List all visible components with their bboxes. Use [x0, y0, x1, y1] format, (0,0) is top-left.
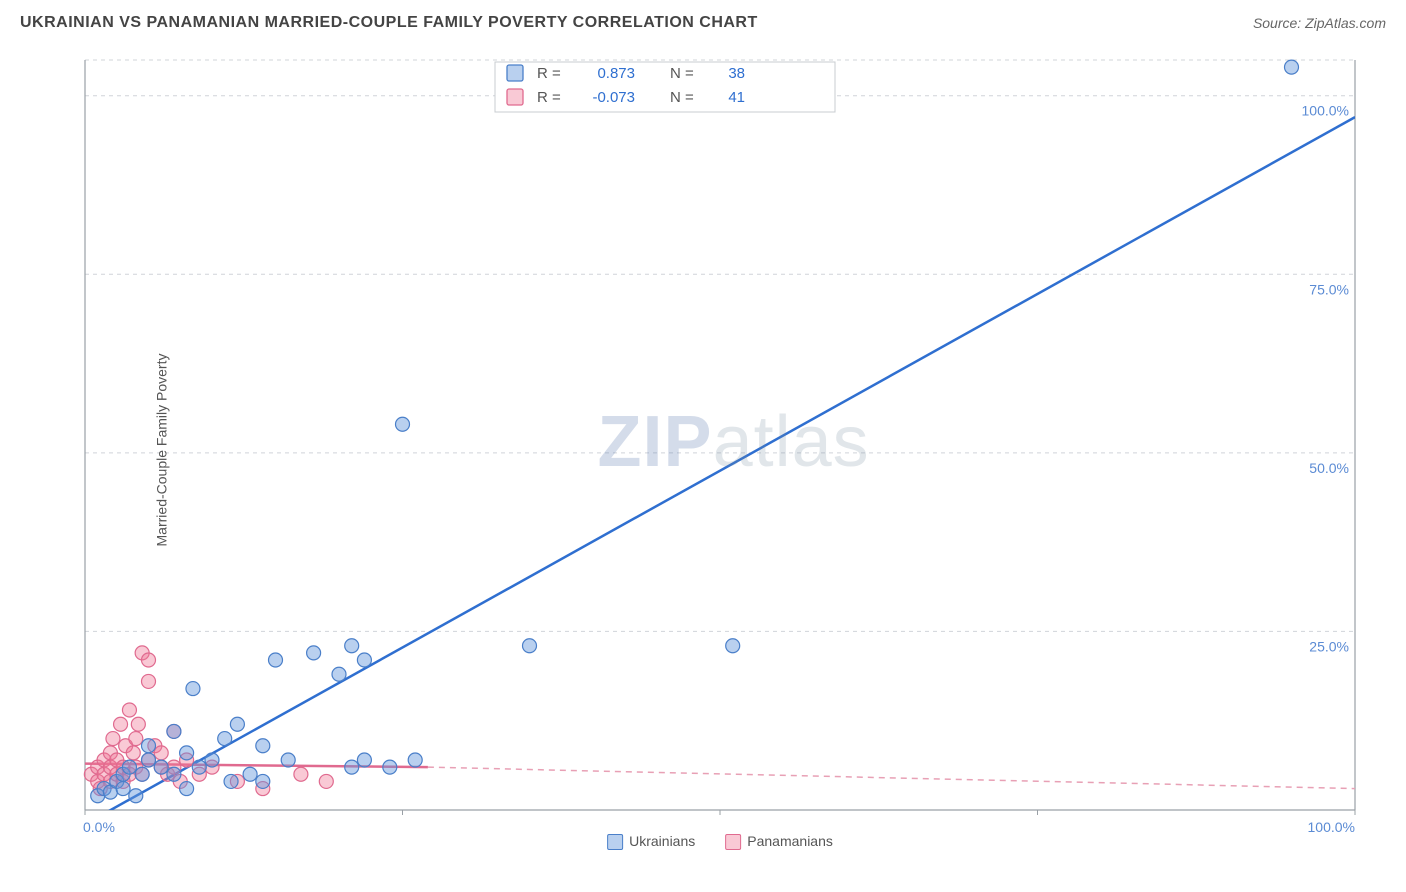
legend-swatch: [607, 834, 623, 850]
scatter-chart: 25.0% 50.0% 75.0% 100.0% 0.0% 100.0% R = 0.873 N…: [55, 50, 1385, 850]
svg-text:100.0%: 100.0%: [1308, 819, 1355, 835]
legend-swatch: [725, 834, 741, 850]
svg-text:-0.073: -0.073: [592, 89, 635, 106]
chart-title: UKRAINIAN VS PANAMANIAN MARRIED-COUPLE F…: [20, 14, 758, 32]
svg-text:R =: R =: [537, 89, 561, 106]
legend-label: Panamanians: [747, 833, 833, 849]
svg-text:100.0%: 100.0%: [1302, 103, 1349, 119]
source-name: ZipAtlas.com: [1305, 15, 1386, 31]
svg-text:0.873: 0.873: [597, 65, 635, 82]
svg-text:25.0%: 25.0%: [1309, 638, 1349, 654]
y-axis-label: Married-Couple Family Poverty: [153, 354, 169, 547]
legend-label: Ukrainians: [629, 833, 695, 849]
svg-text:0.0%: 0.0%: [83, 819, 115, 835]
chart-area: Married-Couple Family Poverty ZIPatlas 2…: [55, 50, 1385, 850]
source-prefix: Source:: [1253, 15, 1305, 31]
svg-text:N =: N =: [670, 65, 694, 82]
svg-text:75.0%: 75.0%: [1309, 281, 1349, 297]
bottom-legend: Ukrainians Panamanians: [607, 833, 833, 850]
legend-item: Panamanians: [725, 833, 833, 850]
svg-text:38: 38: [728, 65, 745, 82]
svg-text:41: 41: [728, 89, 745, 106]
svg-text:50.0%: 50.0%: [1309, 460, 1349, 476]
svg-text:R =: R =: [537, 65, 561, 82]
svg-text:N =: N =: [670, 89, 694, 106]
title-bar: UKRAINIAN VS PANAMANIAN MARRIED-COUPLE F…: [0, 0, 1406, 40]
source-credit: Source: ZipAtlas.com: [1253, 15, 1386, 31]
legend-item: Ukrainians: [607, 833, 695, 850]
